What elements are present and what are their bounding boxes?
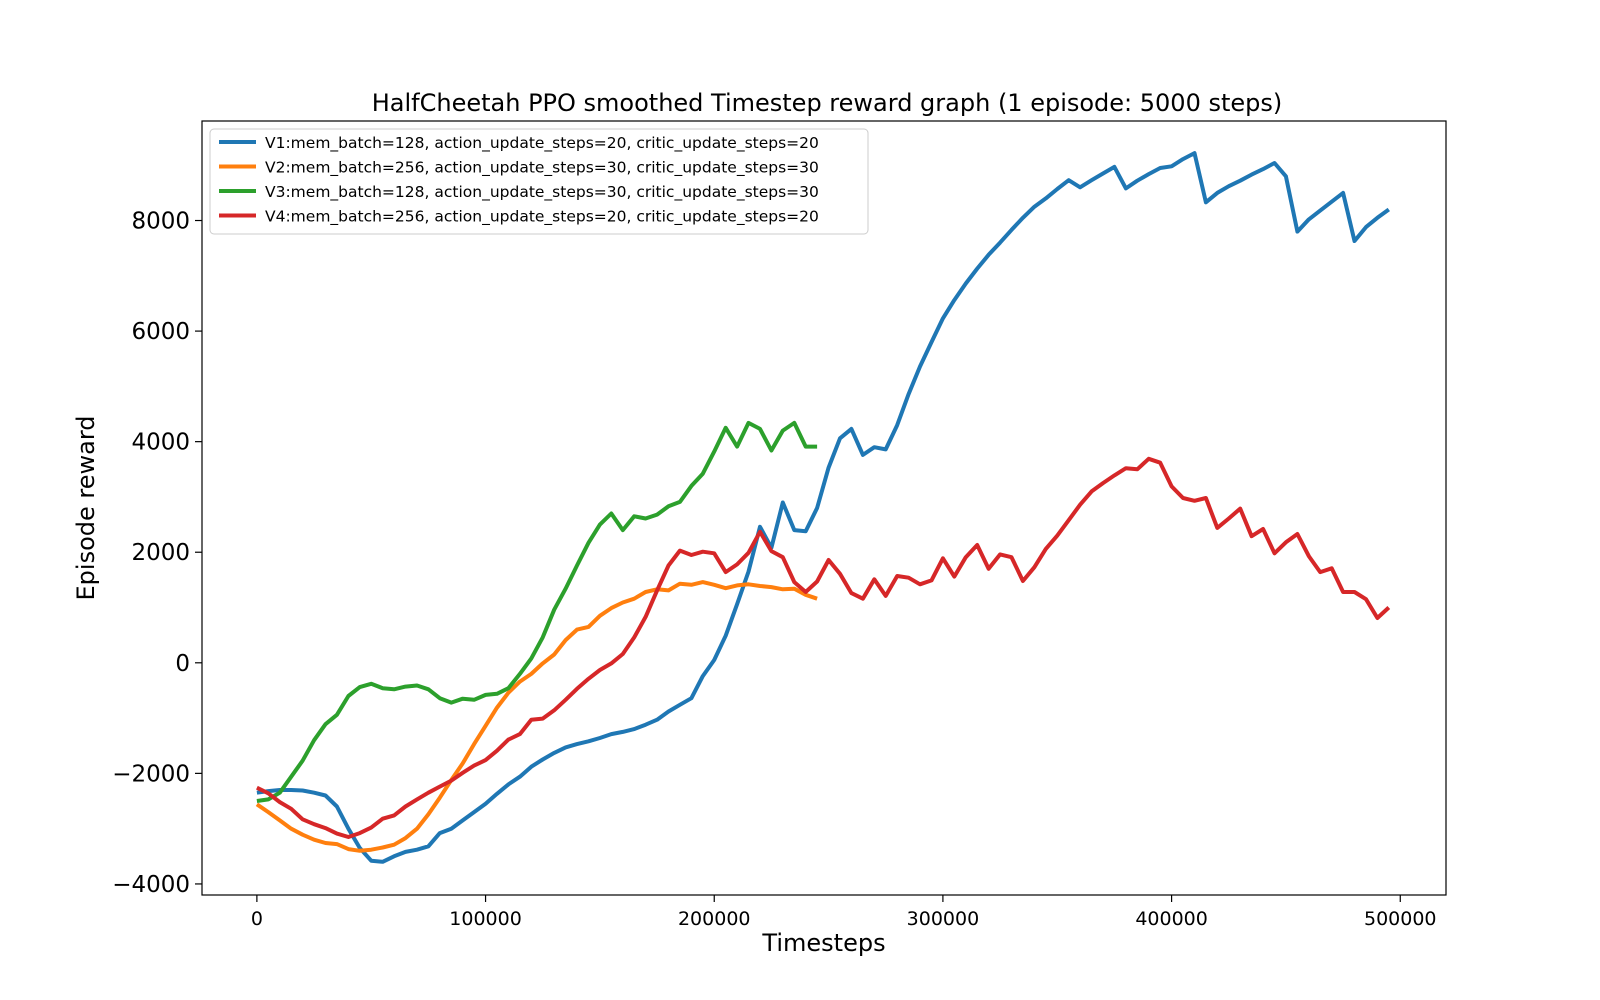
y-tick-label: 8000 xyxy=(131,209,190,235)
y-tick-label: 0 xyxy=(175,651,190,677)
y-tick-label: −4000 xyxy=(112,872,190,898)
x-tick-label: 500000 xyxy=(1364,908,1437,930)
series-line-3 xyxy=(256,420,818,803)
legend-box xyxy=(209,128,869,235)
plot-frame xyxy=(201,120,1447,896)
series-line-1 xyxy=(256,151,1390,864)
series-line-2 xyxy=(255,580,818,853)
y-axis-ticks: −4000 −2000 0 2000 4000 6000 8000 xyxy=(112,209,202,898)
y-tick-label: 2000 xyxy=(131,540,190,566)
y-axis-label: Episode reward xyxy=(72,415,100,600)
chart-title: HalfCheetah PPO smoothed Timestep reward… xyxy=(372,89,1283,117)
x-tick-label: 100000 xyxy=(449,908,522,930)
lines-layer xyxy=(255,151,1391,864)
x-tick-label: 0 xyxy=(251,908,263,930)
legend-label-3: V3:mem_batch=128, action_update_steps=30… xyxy=(265,183,819,202)
y-tick-label: 4000 xyxy=(131,430,190,456)
series-line-4 xyxy=(256,456,1391,839)
y-tick-label: −2000 xyxy=(112,761,190,787)
x-tick-label: 200000 xyxy=(678,908,751,930)
x-axis-ticks: 0 100000 200000 300000 400000 500000 xyxy=(251,895,1437,930)
legend-label-2: V2:mem_batch=256, action_update_steps=30… xyxy=(265,159,819,178)
x-tick-label: 300000 xyxy=(907,908,980,930)
legend-label-1: V1:mem_batch=128, action_update_steps=20… xyxy=(265,134,819,153)
x-axis-label: Timesteps xyxy=(761,929,885,957)
legend: V1:mem_batch=128, action_update_steps=20… xyxy=(209,128,869,235)
x-tick-label: 400000 xyxy=(1135,908,1208,930)
y-tick-label: 6000 xyxy=(131,319,190,345)
legend-label-4: V4:mem_batch=256, action_update_steps=20… xyxy=(265,208,819,227)
